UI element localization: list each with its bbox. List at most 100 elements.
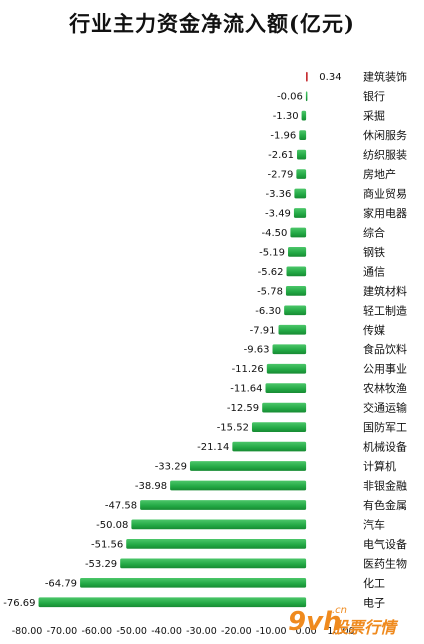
category-label: 通信: [363, 265, 385, 278]
bar: [126, 539, 307, 549]
bar: [265, 383, 307, 394]
data-label: -9.63: [244, 345, 270, 356]
bar: [288, 247, 307, 257]
bar: [80, 577, 307, 588]
x-tick-label: -30.00: [186, 626, 217, 637]
category-label: 电气设备: [363, 537, 407, 551]
data-label: -5.62: [258, 267, 284, 278]
data-label: -50.08: [96, 520, 128, 531]
bar: [293, 208, 307, 218]
x-tick-label: -20.00: [221, 626, 252, 637]
data-label: -47.58: [105, 500, 137, 511]
data-label: -51.56: [91, 539, 123, 550]
data-label: -15.52: [217, 423, 249, 434]
bar: [305, 91, 308, 102]
bar: [301, 110, 307, 121]
bar: [251, 422, 307, 432]
x-tick-label: -70.00: [47, 626, 78, 637]
bar: [266, 363, 307, 374]
category-label: 食品饮料: [363, 342, 407, 356]
bar: [140, 500, 307, 510]
watermark-brand: 9vh: [288, 607, 342, 637]
category-label: 商业贸易: [363, 187, 407, 201]
category-label: 计算机: [363, 459, 396, 473]
data-label: -4.50: [262, 228, 288, 239]
x-tick-label: -80.00: [12, 626, 43, 637]
chart-title: 行业主力资金净流入额(亿元): [69, 11, 355, 36]
category-label: 家用电器: [363, 206, 407, 220]
x-tick-label: -50.00: [116, 626, 147, 637]
category-label: 汽车: [363, 517, 385, 531]
data-label: -0.06: [277, 92, 303, 103]
bar: [170, 480, 307, 491]
category-label: 非银金融: [363, 478, 407, 492]
watermark-logo: 9vh .cn 股票行情: [288, 605, 399, 637]
category-label: 钢铁: [363, 246, 385, 259]
bar: [232, 441, 307, 452]
category-label: 传媒: [363, 324, 385, 337]
category-label: 综合: [363, 225, 385, 239]
data-label: -11.64: [230, 384, 262, 395]
data-label: -2.61: [268, 150, 294, 161]
bar: [297, 149, 307, 160]
data-label: -64.79: [45, 578, 77, 589]
category-label: 机械设备: [363, 440, 407, 454]
data-label: -5.19: [259, 247, 285, 258]
bar: [284, 305, 307, 316]
x-tick-label: -10.00: [256, 626, 287, 637]
category-label: 交通运输: [363, 401, 407, 415]
category-label: 国防军工: [363, 420, 407, 434]
bar: [290, 227, 307, 238]
category-label: 轻工制造: [363, 303, 407, 317]
category-label: 医药生物: [363, 556, 407, 570]
category-label: 建筑材料: [363, 284, 407, 298]
category-label: 休闲服务: [363, 128, 407, 142]
data-label: -1.30: [273, 111, 299, 122]
category-label: 公用事业: [363, 363, 407, 376]
x-tick-label: 10.00: [327, 626, 354, 637]
bar: [189, 461, 307, 471]
bar: [299, 130, 307, 140]
bar: [294, 188, 307, 199]
data-label: -11.26: [232, 364, 264, 375]
bar: [131, 519, 307, 530]
bar: [296, 169, 307, 179]
data-label: -53.29: [85, 559, 117, 570]
bar: [272, 344, 307, 355]
data-label: -3.36: [266, 189, 292, 200]
bar: [38, 597, 307, 608]
bar: [262, 402, 307, 413]
x-tick-label: -60.00: [81, 626, 112, 637]
data-label: -1.96: [270, 131, 296, 142]
bar: [278, 324, 307, 335]
category-label: 采掘: [363, 109, 385, 123]
data-label: -38.98: [135, 481, 167, 492]
x-tick-label: 0.00: [296, 626, 317, 637]
data-label: -76.69: [3, 598, 35, 609]
data-label: -7.91: [250, 325, 276, 336]
category-label: 有色金属: [363, 498, 407, 512]
data-label: -6.30: [255, 306, 281, 317]
data-label: -2.79: [268, 170, 294, 181]
category-label: 建筑装饰: [363, 70, 407, 84]
data-label: 0.34: [319, 72, 341, 83]
category-label: 农林牧渔: [363, 381, 407, 395]
category-label: 化工: [363, 576, 385, 590]
category-label: 纺织服装: [363, 148, 407, 162]
data-label: -21.14: [197, 442, 229, 453]
watermark-text: 股票行情: [331, 618, 399, 637]
data-label: -33.29: [155, 462, 187, 473]
category-label: 房地产: [363, 167, 396, 181]
data-label: -3.49: [265, 208, 291, 219]
watermark-domain: .cn: [332, 605, 347, 616]
data-label: -12.59: [227, 403, 259, 414]
bar: [120, 558, 307, 569]
bar: [306, 71, 308, 82]
bar: [286, 266, 307, 277]
bar: [285, 285, 307, 296]
data-label: -5.78: [257, 286, 283, 297]
category-label: 电子: [363, 596, 385, 609]
category-label: 银行: [363, 89, 385, 103]
x-tick-label: -40.00: [151, 626, 182, 637]
